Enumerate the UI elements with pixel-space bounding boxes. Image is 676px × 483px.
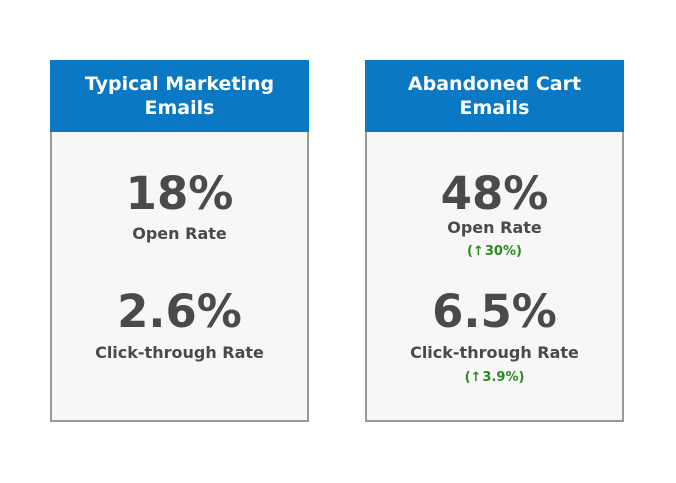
card-header: Typical Marketing Emails	[50, 60, 309, 132]
click-through-rate-label: Click-through Rate	[95, 343, 264, 362]
open-paren: (	[464, 370, 471, 385]
card-title: Abandoned Cart Emails	[407, 73, 582, 119]
abandoned-cart-card: Abandoned Cart Emails 48% Open Rate (↑30…	[365, 60, 624, 422]
arrow-up-icon: ↑	[472, 244, 484, 259]
card-title: Typical Marketing Emails	[84, 73, 275, 119]
open-rate-increase: (↑30%)	[367, 244, 622, 260]
click-through-rate-increase-value: 3.9%)	[482, 370, 525, 385]
click-through-rate-value: 2.6%	[117, 285, 242, 338]
click-through-rate-increase: (↑3.9%)	[367, 370, 622, 386]
click-through-rate-label: Click-through Rate	[410, 343, 579, 362]
card-header: Abandoned Cart Emails	[365, 60, 624, 132]
open-rate-value: 18%	[125, 167, 234, 220]
open-paren: (	[467, 244, 473, 259]
click-through-rate-value: 6.5%	[432, 285, 557, 338]
open-rate-value: 48%	[440, 167, 549, 220]
typical-marketing-card: Typical Marketing Emails 18% Open Rate 2…	[50, 60, 309, 422]
arrow-up-icon: ↑	[470, 370, 482, 385]
open-rate-label: Open Rate	[132, 224, 227, 243]
open-rate-increase-value: 30%)	[484, 244, 522, 259]
open-rate-label: Open Rate	[447, 218, 542, 237]
